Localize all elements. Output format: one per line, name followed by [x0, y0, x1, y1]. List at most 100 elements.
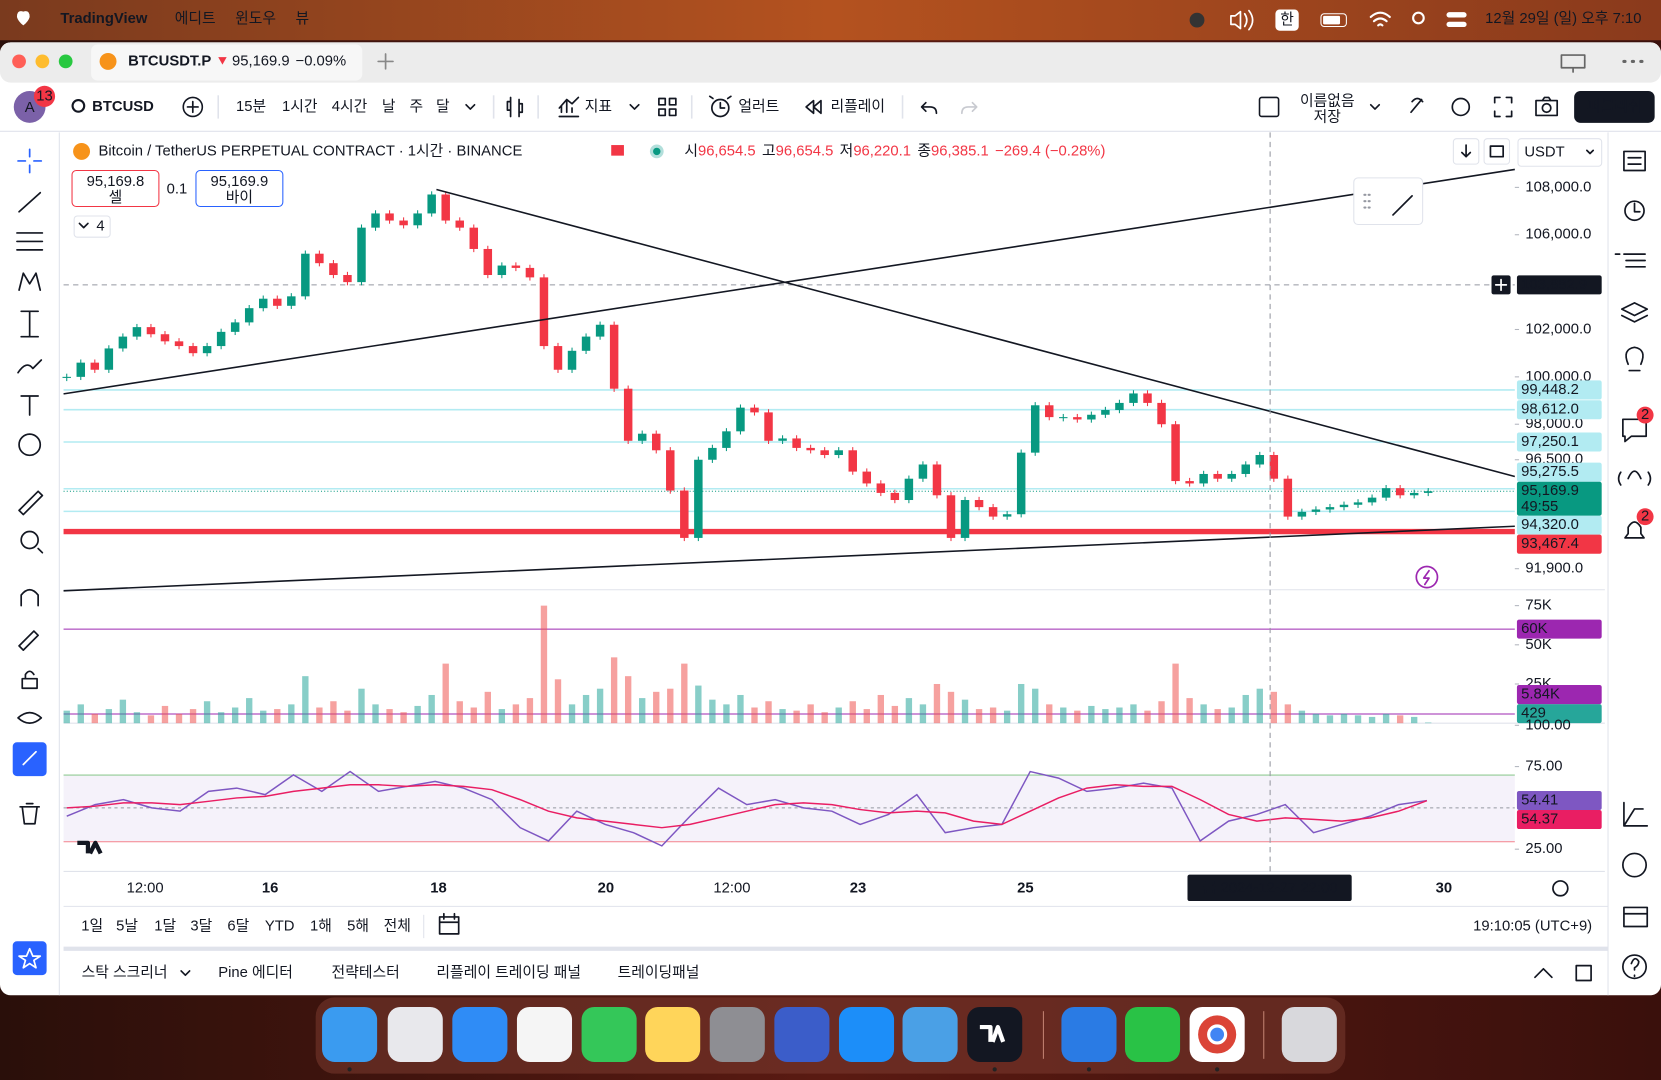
dock-finder[interactable] [322, 1006, 378, 1062]
crosshair-tool[interactable] [17, 148, 43, 174]
control-center-icon[interactable] [1446, 12, 1467, 27]
notifications-button[interactable] [1624, 521, 1645, 539]
dock-launchpad[interactable] [387, 1006, 443, 1062]
watchlist-button[interactable] [1623, 150, 1646, 172]
tab-change[interactable]: −0.09% [296, 53, 347, 69]
menu-item[interactable]: 에디트 [175, 10, 216, 27]
traffic-light[interactable] [35, 54, 50, 69]
interval-button[interactable]: 1시간 [282, 98, 318, 115]
alert-button[interactable]: 얼러트 [738, 98, 779, 115]
magnet-tool[interactable] [20, 588, 39, 607]
sell-button[interactable] [71, 169, 160, 207]
bottom-tab[interactable]: 리플레이 트레이딩 패널 [436, 964, 581, 981]
interval-button[interactable]: 달 [436, 98, 450, 115]
indicators-button[interactable]: 지표 [585, 98, 612, 115]
dom-button[interactable] [1622, 852, 1648, 878]
publish-button[interactable] [1574, 91, 1655, 123]
indicators-dropdown[interactable] [629, 103, 640, 110]
menu-item[interactable]: 뷰 [296, 11, 310, 27]
projection-tool[interactable] [20, 310, 39, 338]
tab-symbol[interactable]: BTCUSDT.P [128, 53, 211, 69]
interval-button[interactable]: 4시간 [332, 98, 368, 115]
search-icon[interactable] [1412, 11, 1425, 25]
input-method[interactable]: 한 [1280, 11, 1294, 28]
interval-button[interactable]: 날 [382, 98, 396, 115]
trendline-tool[interactable] [18, 191, 42, 213]
dock-safari[interactable] [452, 1006, 508, 1062]
bottom-tab[interactable]: Pine 에디터 [218, 964, 293, 981]
dock-photos[interactable] [516, 1006, 573, 1062]
range-button[interactable]: YTD [265, 918, 295, 934]
chart-type-icon[interactable] [506, 96, 524, 118]
volume-icon[interactable] [1230, 9, 1254, 31]
data-window-button[interactable] [1614, 253, 1646, 268]
lock-tool[interactable] [21, 670, 38, 690]
quick-search-icon[interactable] [1410, 97, 1424, 114]
replay-icon[interactable] [805, 99, 822, 115]
auto-scale-button[interactable] [1483, 138, 1511, 165]
range-button[interactable]: 1일 [81, 917, 103, 934]
range-button[interactable]: 6달 [227, 917, 249, 934]
avatar-letter[interactable]: A [25, 100, 35, 116]
layers-button[interactable] [1620, 301, 1649, 323]
interval-dropdown[interactable] [465, 103, 476, 110]
pattern-tool[interactable] [18, 272, 42, 291]
bottom-tab[interactable]: 전략테스터 [332, 964, 400, 981]
delete-tool[interactable] [19, 802, 41, 825]
lock-draw-tool[interactable] [18, 630, 39, 651]
layout-button[interactable] [1258, 96, 1280, 118]
dock-screen-sharing[interactable] [774, 1006, 830, 1062]
help-button[interactable] [1630, 957, 1640, 978]
fib-tool[interactable] [16, 232, 44, 251]
apple-logo[interactable] [16, 11, 30, 26]
range-button[interactable]: 1해 [310, 917, 332, 934]
snapshot-icon[interactable] [1535, 96, 1559, 117]
alerts-clock[interactable] [1624, 200, 1645, 222]
wifi-icon[interactable] [1369, 11, 1391, 27]
traffic-light[interactable] [58, 54, 73, 69]
panel-maximize[interactable] [1575, 964, 1592, 982]
dock-facetime[interactable] [581, 1006, 637, 1062]
buy-button[interactable] [195, 169, 284, 207]
traffic-light[interactable] [12, 54, 26, 69]
bottom-tab[interactable]: 트레이딩패널 [618, 964, 700, 981]
dock-system-settings[interactable] [709, 1006, 765, 1062]
text-tool[interactable] [20, 395, 39, 416]
calendar-button[interactable] [1623, 906, 1649, 928]
dock-numbers[interactable] [1124, 1006, 1181, 1062]
sidebar-toggle[interactable] [1560, 54, 1586, 73]
range-button[interactable]: 5날 [116, 917, 138, 934]
legend-title[interactable]: Bitcoin / TetherUS PERPETUAL CONTRACT · … [99, 142, 523, 159]
zoom-tool[interactable] [37, 547, 44, 554]
templates-icon[interactable] [658, 97, 677, 117]
dock-trash[interactable] [1281, 1006, 1337, 1062]
input-method-box[interactable] [1275, 9, 1299, 31]
drawing-toolbar-line[interactable] [1392, 195, 1413, 216]
trading-button[interactable] [1623, 801, 1649, 827]
layout-name[interactable]: 이름없음 [1300, 93, 1355, 110]
symbol-search[interactable]: BTCUSD [92, 99, 154, 115]
undo-button[interactable] [920, 101, 938, 115]
battery-icon[interactable] [1320, 13, 1347, 27]
replay-button[interactable]: 리플레이 [831, 98, 886, 115]
link-tool[interactable] [22, 750, 37, 766]
publish-label[interactable]: 퍼블리쉬 [1587, 98, 1642, 115]
tab-price[interactable]: 95,169.9 [232, 53, 290, 69]
visibility-tool[interactable] [17, 711, 43, 725]
range-button[interactable]: 5해 [347, 917, 369, 934]
interval-button[interactable]: 15분 [236, 99, 266, 115]
dock-network-utility[interactable] [902, 1006, 958, 1062]
dock-papago[interactable] [1061, 1006, 1117, 1062]
compare-button[interactable] [182, 96, 204, 118]
ideas-button[interactable] [1625, 346, 1644, 372]
range-button[interactable]: 전체 [384, 917, 411, 934]
screener-dropdown[interactable] [180, 970, 191, 977]
dock-notes[interactable] [645, 1006, 701, 1062]
panel-collapse[interactable] [1534, 967, 1553, 979]
new-tab[interactable] [377, 53, 394, 70]
bottom-tab[interactable]: 스탁 스크리너 [82, 964, 168, 981]
streams-button[interactable] [1617, 470, 1652, 486]
settings-icon[interactable] [1451, 97, 1471, 117]
alerts-button[interactable] [1633, 202, 1641, 213]
axis-settings[interactable] [1552, 880, 1569, 897]
